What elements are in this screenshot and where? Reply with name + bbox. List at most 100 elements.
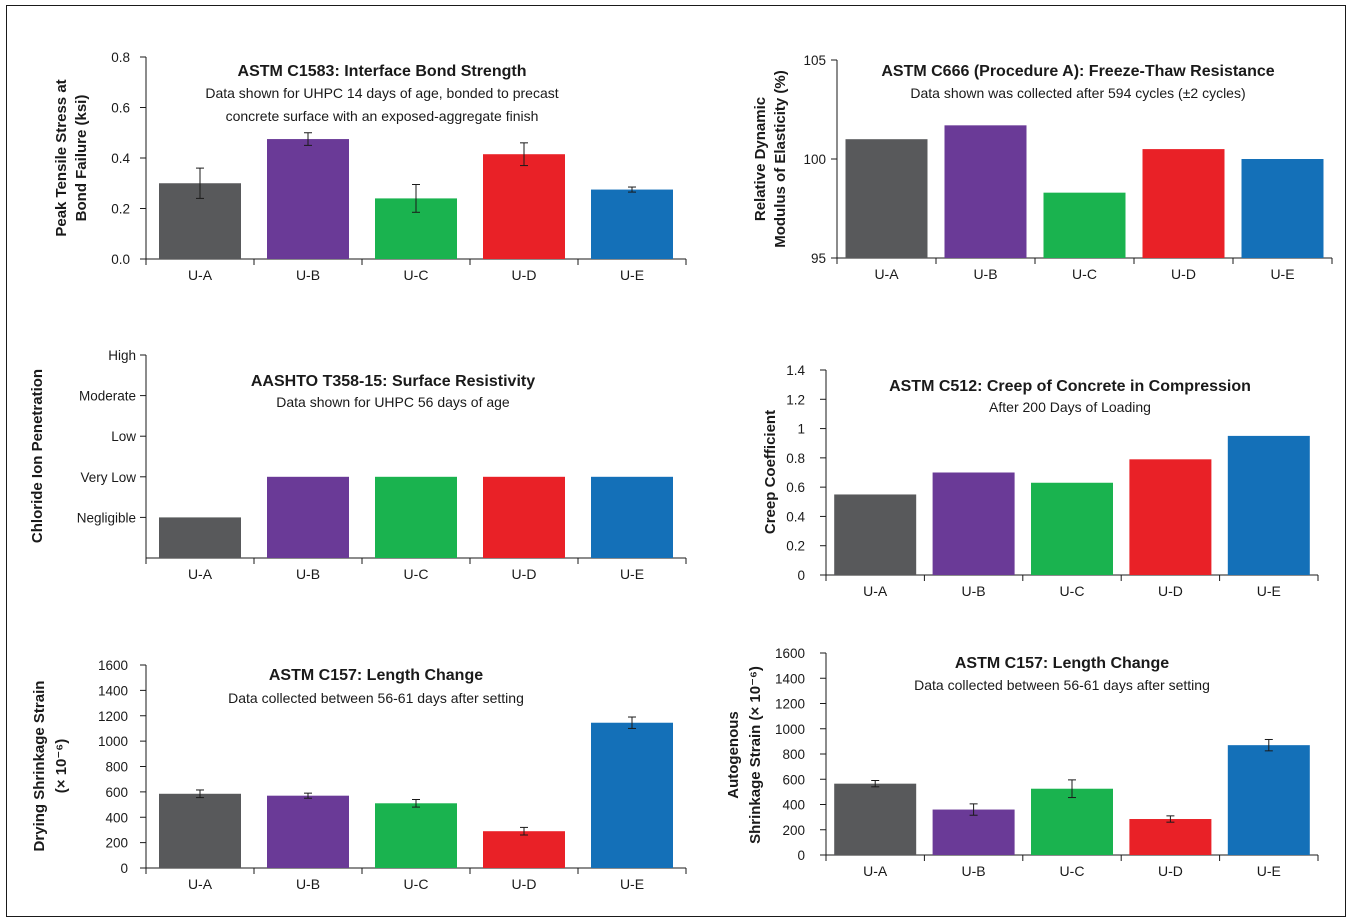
resist-y-tick-label: Very Low	[80, 470, 136, 485]
drying-y-axis-label: (× 10⁻⁶)	[53, 739, 70, 793]
creep-bar-u-a	[834, 494, 917, 575]
creep-y-tick-label: 1.2	[786, 392, 805, 407]
creep-category-label: U-D	[1158, 583, 1183, 599]
freeze-bar-u-d	[1142, 149, 1225, 258]
autog-category-label: U-B	[962, 863, 986, 879]
creep-y-tick-label: 1	[797, 422, 805, 437]
autog-y-tick-label: 1600	[775, 646, 805, 661]
autog-bar-u-c	[1031, 788, 1113, 855]
drying-y-tick-label: 400	[105, 810, 128, 825]
creep-chart-title: ASTM C512: Creep of Concrete in Compress…	[889, 378, 1251, 395]
resist-bar-u-b	[267, 476, 349, 558]
autog-bar-u-e	[1227, 745, 1310, 855]
drying-y-tick-label: 600	[105, 785, 128, 800]
autog-category-label: U-D	[1158, 863, 1183, 879]
resist-chart-subtitle: Data shown for UHPC 56 days of age	[276, 394, 510, 410]
drying-category-label: U-A	[188, 876, 213, 892]
creep-bar-u-b	[932, 472, 1015, 575]
drying-bar-u-a	[159, 793, 241, 868]
autog-y-axis-label: Shrinkage Strain (× 10⁻⁶)	[747, 666, 764, 844]
resist-category-label: U-E	[620, 566, 644, 582]
bond-category-label: U-D	[512, 267, 537, 283]
bond-y-tick-label: 0.4	[111, 151, 130, 166]
autog-y-tick-label: 1000	[775, 722, 805, 737]
autog-category-label: U-E	[1257, 863, 1281, 879]
bond-category-label: U-C	[404, 267, 429, 283]
figure-frame: 0.0 0.2 0.4 0.6 0.8 U-A U-B U-C U-D U-E ASTM C1583…	[6, 5, 1346, 917]
resist-category-label: U-C	[404, 566, 429, 582]
bond-y-axis-label: Bond Failure (ksi)	[73, 95, 90, 222]
resist-bar-u-d	[483, 476, 565, 558]
creep-bar-u-d	[1129, 459, 1212, 575]
drying-y-tick-label: 0	[120, 861, 128, 876]
creep-y-tick-label: 0.8	[786, 451, 805, 466]
chart-bond-strength: 0.0 0.2 0.4 0.6 0.8 U-A U-B U-C U-D U-E ASTM C1583…	[29, 50, 1333, 892]
freeze-bar-u-e	[1241, 159, 1324, 258]
bond-y-tick-label: 0.6	[111, 101, 130, 116]
drying-y-tick-label: 200	[105, 836, 128, 851]
autog-bar-u-d	[1129, 819, 1212, 855]
drying-category-label: U-C	[404, 876, 429, 892]
resist-y-tick-label: Negligible	[77, 510, 136, 525]
drying-category-label: U-D	[512, 876, 537, 892]
creep-bar-u-c	[1031, 482, 1113, 575]
bond-bar-u-b	[267, 139, 349, 259]
drying-y-tick-label: 800	[105, 760, 128, 775]
creep-category-label: U-A	[863, 583, 888, 599]
resist-bar-u-e	[591, 476, 673, 558]
freeze-y-tick-label: 95	[811, 251, 826, 266]
creep-category-label: U-B	[962, 583, 986, 599]
autog-y-tick-label: 1400	[775, 671, 805, 686]
freeze-chart-title: ASTM C666 (Procedure A): Freeze-Thaw Res…	[881, 63, 1274, 80]
autog-category-label: U-A	[863, 863, 888, 879]
bond-category-label: U-E	[620, 267, 644, 283]
freeze-bar-u-c	[1043, 192, 1126, 258]
drying-chart-subtitle: Data collected between 56-61 days after …	[228, 690, 524, 706]
bond-category-label: U-A	[188, 267, 213, 283]
bond-y-tick-label: 0.0	[111, 252, 130, 267]
drying-y-tick-label: 1200	[98, 709, 128, 724]
autog-y-tick-label: 600	[782, 772, 805, 787]
bond-y-tick-label: 0.2	[111, 202, 130, 217]
resist-category-label: U-D	[512, 566, 537, 582]
autog-chart-subtitle: Data collected between 56-61 days after …	[914, 677, 1210, 693]
creep-y-tick-label: 0	[797, 568, 805, 583]
freeze-category-label: U-A	[874, 266, 899, 282]
resist-chart-title: AASHTO T358-15: Surface Resistivity	[251, 373, 535, 390]
bond-y-axis-label: Peak Tensile Stress at	[53, 79, 70, 236]
autog-bar-u-b	[932, 809, 1015, 855]
resist-y-tick-label: Moderate	[79, 389, 136, 404]
drying-chart-title: ASTM C157: Length Change	[269, 667, 483, 684]
freeze-y-tick-label: 105	[803, 53, 826, 68]
bond-category-label: U-B	[296, 267, 320, 283]
bond-bar-u-e	[591, 189, 673, 259]
freeze-category-label: U-B	[973, 266, 997, 282]
drying-y-tick-label: 1600	[98, 658, 128, 673]
freeze-bar-u-a	[845, 139, 928, 258]
bond-y-tick-label: 0.8	[111, 50, 130, 65]
drying-bar-u-c	[375, 803, 457, 868]
freeze-category-label: U-D	[1171, 266, 1196, 282]
creep-y-axis-label: Creep Coefficient	[762, 410, 779, 534]
freeze-y-axis-label: Relative Dynamic	[752, 97, 769, 221]
creep-chart-subtitle: After 200 Days of Loading	[989, 399, 1151, 415]
freeze-category-label: U-E	[1270, 266, 1294, 282]
freeze-y-tick-label: 100	[803, 152, 826, 167]
autog-y-axis-label: Autogenous	[725, 711, 742, 799]
resist-y-tick-label: High	[108, 348, 136, 363]
autog-y-tick-label: 400	[782, 798, 805, 813]
bond-bar-u-d	[483, 154, 565, 259]
autog-y-tick-label: 1200	[775, 697, 805, 712]
resist-category-label: U-B	[296, 566, 320, 582]
creep-y-tick-label: 1.4	[786, 363, 805, 378]
freeze-chart-subtitle: Data shown was collected after 594 cycle…	[910, 85, 1245, 101]
freeze-bar-u-b	[944, 125, 1027, 258]
resist-y-axis-label: Chloride Ion Penetration	[29, 369, 46, 543]
creep-category-label: U-C	[1060, 583, 1085, 599]
creep-y-tick-label: 0.6	[786, 480, 805, 495]
drying-category-label: U-E	[620, 876, 644, 892]
autog-chart-title: ASTM C157: Length Change	[955, 655, 1169, 672]
autog-bar-u-a	[834, 783, 917, 855]
autog-y-tick-label: 200	[782, 823, 805, 838]
drying-y-tick-label: 1000	[98, 734, 128, 749]
